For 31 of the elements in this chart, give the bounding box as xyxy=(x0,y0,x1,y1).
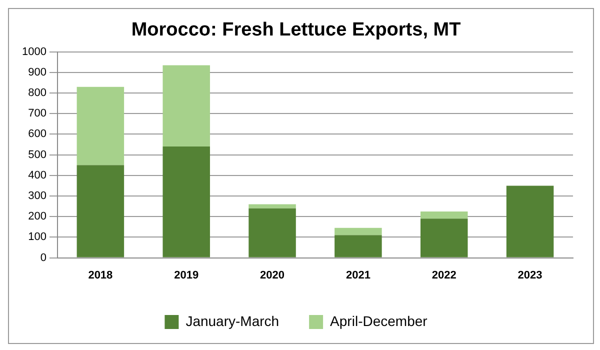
bar xyxy=(76,86,124,166)
bar xyxy=(248,208,296,258)
bar xyxy=(248,204,296,208)
y-tick-label: 100 xyxy=(28,231,46,244)
x-tick-label: 2022 xyxy=(432,269,456,282)
bar xyxy=(76,165,124,258)
bar xyxy=(420,211,468,219)
x-tick-label: 2018 xyxy=(88,269,113,282)
x-tick-label: 2021 xyxy=(346,269,370,282)
chart-title: Morocco: Fresh Lettuce Exports, MT xyxy=(131,20,462,41)
bar xyxy=(506,186,554,258)
y-tick-label: 600 xyxy=(28,128,46,140)
y-tick-label: 700 xyxy=(28,108,46,120)
y-tick-label: 1000 xyxy=(22,46,46,58)
y-tick-label: 500 xyxy=(28,148,46,161)
y-tick-label: 300 xyxy=(28,190,46,202)
x-tick-label: 2023 xyxy=(518,269,542,282)
bar xyxy=(420,218,468,258)
legend-label: January-March xyxy=(186,312,280,329)
legend-label: April-December xyxy=(330,312,428,329)
y-tick-label: 900 xyxy=(28,66,46,78)
bar xyxy=(334,235,382,258)
bar xyxy=(334,228,382,236)
x-tick-label: 2019 xyxy=(174,269,199,282)
y-tick-label: 200 xyxy=(28,210,46,223)
bar xyxy=(162,65,210,147)
x-tick-label: 2020 xyxy=(260,269,285,282)
bar xyxy=(162,146,210,258)
y-tick-label: 0 xyxy=(40,252,46,264)
y-tick-label: 400 xyxy=(28,169,46,182)
y-tick-label: 800 xyxy=(28,87,46,100)
